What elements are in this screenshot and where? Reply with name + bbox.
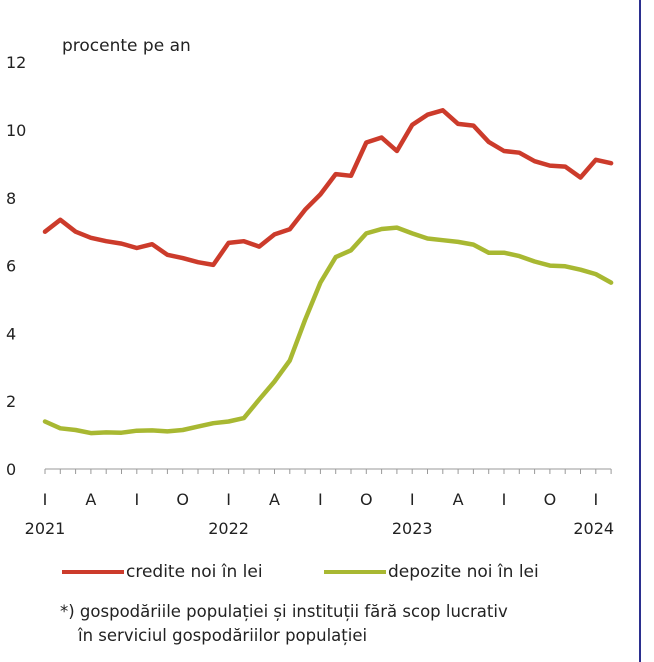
- x-quarter-label: I: [43, 490, 48, 509]
- y-tick-label: 12: [6, 53, 26, 72]
- legend-swatch-credite: [62, 570, 124, 574]
- legend-swatch-depozite: [324, 570, 386, 574]
- line-chart: 0 2 4 6 8 10 12 procente pe an I A I O I A I O I A I O I 2021…: [6, 36, 614, 538]
- y-tick-label: 6: [6, 257, 16, 276]
- x-quarter-label: O: [360, 490, 373, 509]
- y-tick-label: 8: [6, 189, 16, 208]
- y-tick-label: 2: [6, 392, 16, 411]
- right-border: [639, 0, 641, 662]
- footnote: *) gospodăriile populației și instituții…: [60, 600, 508, 648]
- x-quarter-label: I: [410, 490, 415, 509]
- series-line-1: [42, 108, 614, 268]
- series-line-2: [42, 225, 614, 436]
- y-tick-label: 0: [6, 460, 16, 479]
- legend-item-credite: credite noi în lei: [62, 562, 263, 582]
- x-quarter-label: A: [85, 490, 96, 509]
- legend-label-credite: credite noi în lei: [126, 562, 263, 582]
- legend-label-depozite: depozite noi în lei: [388, 562, 539, 582]
- x-year-label: 2024: [573, 519, 614, 538]
- x-year-label: 2021: [25, 519, 66, 538]
- x-quarter-label: O: [544, 490, 557, 509]
- y-tick-label: 10: [6, 121, 26, 140]
- x-year-label: 2022: [208, 519, 249, 538]
- x-quarter-label: I: [318, 490, 323, 509]
- x-quarter-label: I: [226, 490, 231, 509]
- x-quarter-label: I: [134, 490, 139, 509]
- footnote-line-2: în serviciul gospodăriilor populației: [78, 626, 368, 645]
- x-quarter-label: A: [453, 490, 464, 509]
- y-axis-title: procente pe an: [62, 36, 191, 56]
- footnote-line-1: *) gospodăriile populației și instituții…: [60, 602, 508, 621]
- y-tick-label: 4: [6, 324, 16, 343]
- x-quarter-label: A: [269, 490, 280, 509]
- x-quarter-label: I: [502, 490, 507, 509]
- x-year-label: 2023: [392, 519, 433, 538]
- legend-item-depozite: depozite noi în lei: [324, 562, 539, 582]
- x-quarter-label: O: [176, 490, 189, 509]
- x-quarter-label: I: [593, 490, 598, 509]
